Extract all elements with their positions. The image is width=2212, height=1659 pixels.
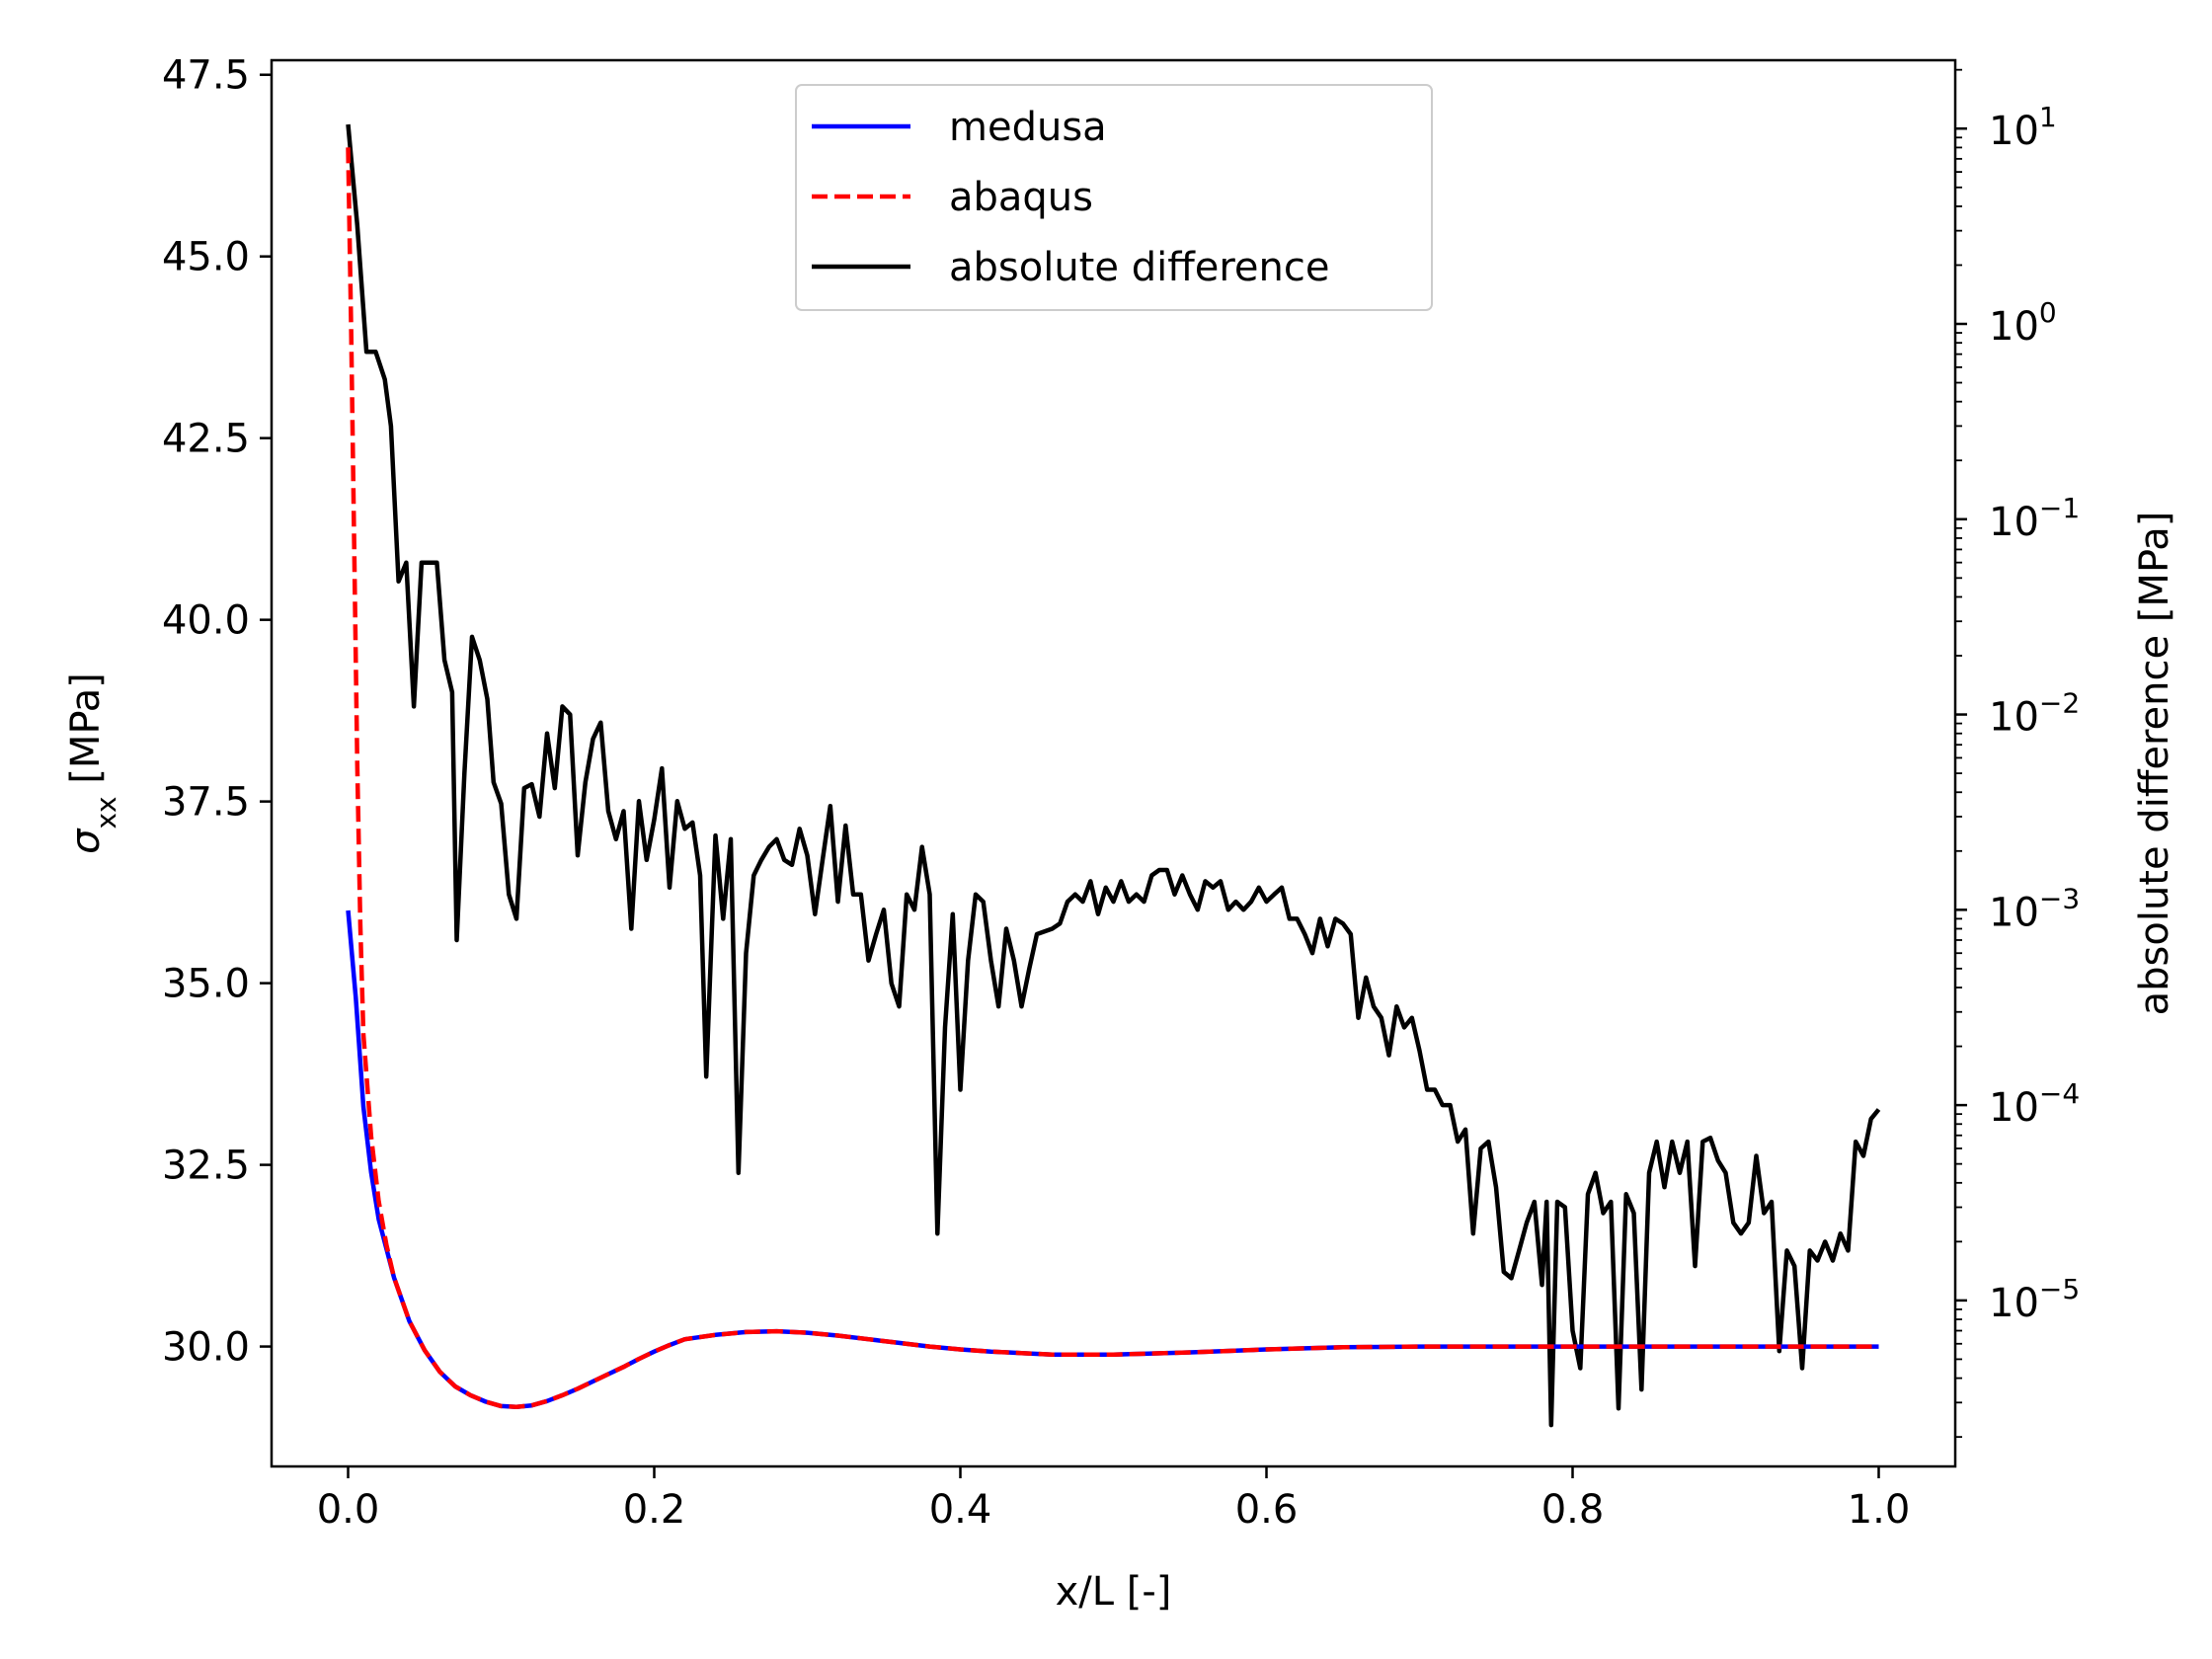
legend: medusa abaqus absolute difference xyxy=(795,84,1433,311)
left-y-tick-label: 30.0 xyxy=(162,1325,250,1371)
left-y-tick-label: 42.5 xyxy=(162,417,250,462)
right-y-tick-label: 101 xyxy=(1989,101,2057,154)
sigma-symbol: σ xyxy=(63,828,109,854)
series-line-abaqus xyxy=(346,147,1879,1409)
legend-label-medusa: medusa xyxy=(949,105,1107,150)
x-axis: 0.0 0.2 0.4 0.6 0.8 1.0 xyxy=(317,1466,1911,1533)
right-y-axis-label: absolute difference [MPa] xyxy=(2132,512,2177,1016)
left-y-axis: 30.0 32.5 35.0 37.5 40.0 42.5 45.0 47.5 xyxy=(162,53,272,1371)
right-y-tick-label: 10−5 xyxy=(1989,1273,2080,1326)
left-y-axis-label: σxx [MPa] xyxy=(63,672,122,854)
axes-frame xyxy=(270,58,1957,1468)
right-y-tick-label: 10−1 xyxy=(1989,492,2080,545)
series-line-absolute-difference xyxy=(346,123,1881,1428)
left-y-tick-label: 37.5 xyxy=(162,780,250,826)
sigma-subscript: xx xyxy=(90,796,122,829)
legend-label-abaqus: abaqus xyxy=(949,175,1093,220)
left-y-tick-label: 32.5 xyxy=(162,1144,250,1189)
left-y-tick-label: 40.0 xyxy=(162,598,250,644)
right-y-tick-label: 10−2 xyxy=(1989,687,2080,741)
right-y-tick-label: 10−3 xyxy=(1989,882,2080,935)
x-tick-label: 0.6 xyxy=(1235,1487,1299,1533)
x-tick-label: 0.0 xyxy=(317,1487,380,1533)
left-y-tick-label: 45.0 xyxy=(162,235,250,280)
left-y-tick-label: 35.0 xyxy=(162,962,250,1007)
legend-label-absolute-difference: absolute difference xyxy=(949,245,1330,290)
x-tick-label: 0.2 xyxy=(623,1487,686,1533)
right-y-axis: 10−5 10−4 10−3 10−2 10−1 100 101 xyxy=(1955,68,2080,1439)
sigma-unit: [MPa] xyxy=(63,672,109,796)
x-tick-label: 0.8 xyxy=(1541,1487,1605,1533)
legend-box xyxy=(795,84,1433,311)
right-y-tick-label: 10−4 xyxy=(1989,1077,2080,1131)
left-y-tick-label: 47.5 xyxy=(162,53,250,99)
x-tick-label: 0.4 xyxy=(929,1487,992,1533)
plot-area xyxy=(270,58,1957,1468)
right-y-tick-label: 100 xyxy=(1989,296,2057,350)
x-axis-label: x/L [-] xyxy=(1056,1569,1172,1615)
x-tick-label: 1.0 xyxy=(1848,1487,1911,1533)
